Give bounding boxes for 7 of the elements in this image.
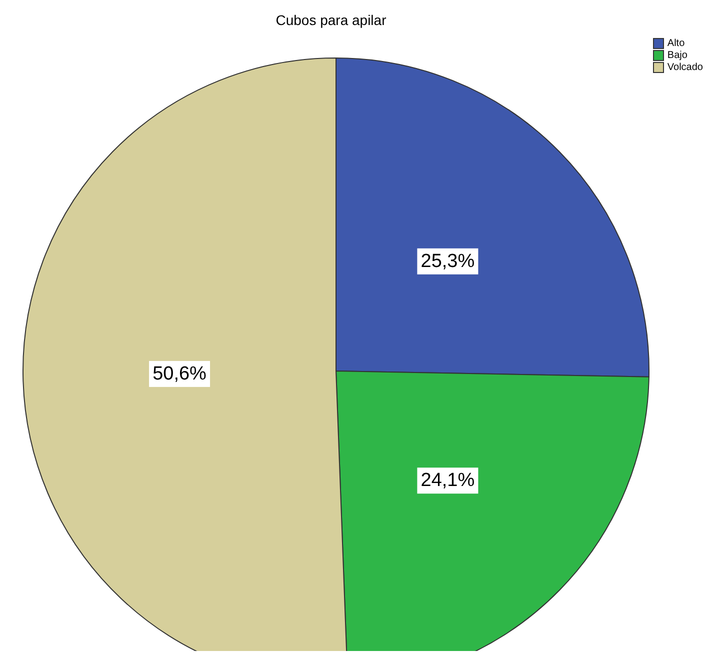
data-label: 25,3% [420, 250, 475, 272]
legend-label: Alto [667, 38, 685, 49]
chart-title: Cubos para apilar [274, 12, 388, 28]
data-label: 24,1% [420, 470, 475, 492]
legend-label: Volcado [667, 62, 703, 73]
data-label: 50,6% [152, 363, 207, 384]
legend-label: Bajo [667, 50, 688, 61]
